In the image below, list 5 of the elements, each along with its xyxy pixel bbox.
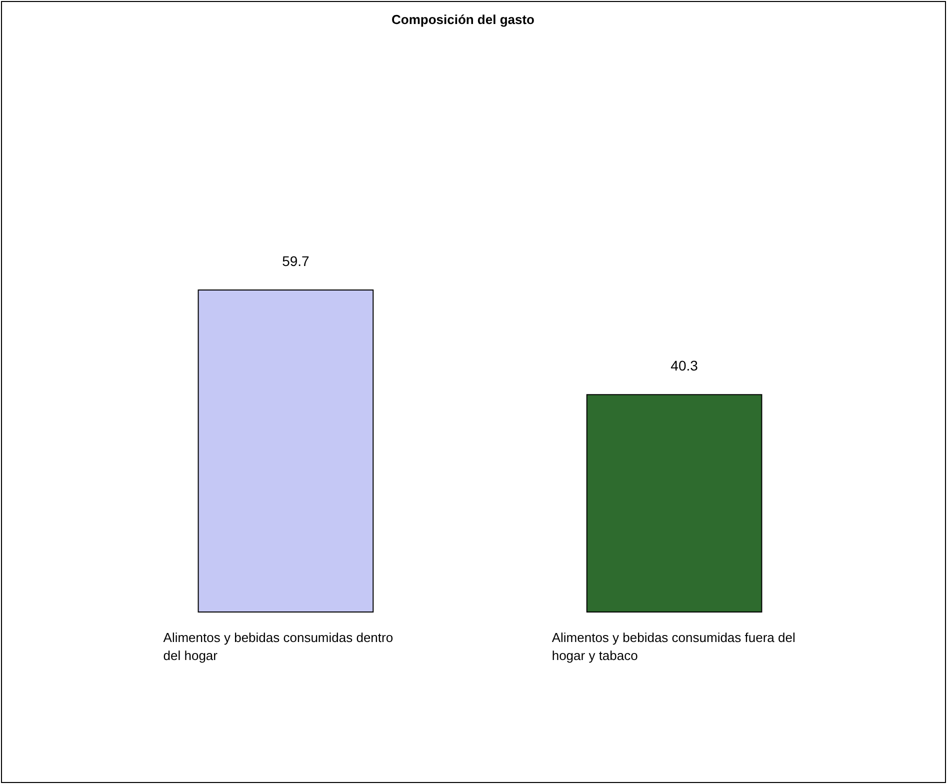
chart-title: Composición del gasto [391,12,535,27]
x-tick-label: Alimentos y bebidas consumidas fuera del hogar y tabaco [552,630,796,663]
data-label: 59.7 [282,253,310,269]
x-tick-label: Alimentos y bebidas consumidas dentro del hogar [163,630,394,663]
data-label: 40.3 [670,358,698,374]
